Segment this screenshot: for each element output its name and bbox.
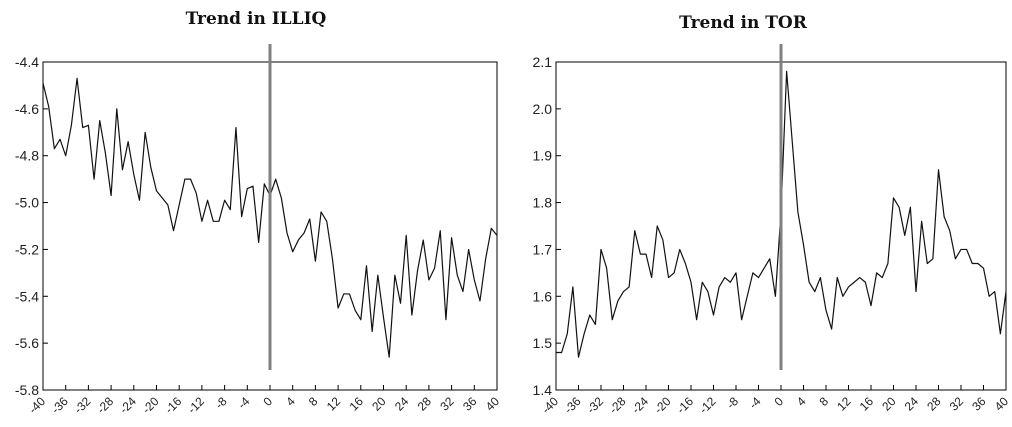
illiq-x-tick-label: -24 bbox=[117, 394, 139, 416]
illiq-y-tick-label: -5.6 bbox=[15, 335, 39, 351]
illiq-x-tick-label: -36 bbox=[49, 394, 71, 416]
tor-x-tick-label: 4 bbox=[794, 394, 809, 409]
illiq-x-tick-label: 24 bbox=[392, 394, 412, 414]
tor-x-tick-label: -4 bbox=[746, 394, 764, 412]
illiq-x-tick-label: -20 bbox=[139, 394, 161, 416]
tor-x-tick-label: -24 bbox=[629, 394, 651, 416]
tor-x-tick-label: 12 bbox=[834, 394, 854, 414]
illiq-y-tick-label: -4.8 bbox=[15, 148, 39, 164]
illiq-y-tick-label: -5.4 bbox=[15, 288, 39, 304]
illiq-chart-title: Trend in ILLIQ bbox=[186, 9, 327, 29]
illiq-x-tick-label: -28 bbox=[94, 394, 116, 416]
illiq-x-tick-label: 0 bbox=[260, 394, 275, 409]
illiq-x-tick-label: -12 bbox=[185, 394, 207, 416]
tor-x-tick-label: 32 bbox=[947, 394, 967, 414]
tor-y-tick-label: 2.0 bbox=[533, 101, 553, 117]
illiq-x-tick-label: 32 bbox=[437, 394, 457, 414]
tor-y-tick-label: 1.5 bbox=[533, 335, 553, 351]
illiq-chart-panel: Trend in ILLIQ -5.8 -5.6 -5.4 -5.2 -5.0 -4.8 -4… bbox=[15, 9, 503, 416]
illiq-x-tick-label: 36 bbox=[460, 394, 480, 414]
illiq-chart: Trend in ILLIQ -5.8 -5.6 -5.4 -5.2 -5.0 -4.8 -4… bbox=[15, 9, 503, 416]
illiq-x-tick-label: -4 bbox=[235, 394, 253, 412]
tor-x-tick-label: 24 bbox=[902, 394, 922, 414]
tor-x-tick-label: 36 bbox=[969, 394, 989, 414]
tor-x-tick-label: 0 bbox=[771, 394, 786, 409]
illiq-x-tick-label: -16 bbox=[162, 394, 184, 416]
illiq-x-tick-label: -8 bbox=[212, 394, 230, 412]
illiq-y-tick-label: -5.0 bbox=[15, 195, 39, 211]
illiq-y-tick-label: -4.6 bbox=[15, 101, 39, 117]
tor-x-tick-label: 40 bbox=[992, 394, 1012, 414]
illiq-x-tick-label: -32 bbox=[71, 394, 93, 416]
tor-chart: Trend in TOR 1.4 1.5 1.6 1.7 1.8 1.9 2.0 2.1 -4 0 -… bbox=[533, 13, 1012, 416]
illiq-y-tick-label: -5.2 bbox=[15, 241, 39, 257]
tor-x-tick-label: -32 bbox=[584, 394, 606, 416]
tor-y-tick-label: 1.9 bbox=[533, 148, 553, 164]
tor-chart-panel: Trend in TOR 1.4 1.5 1.6 1.7 1.8 1.9 2.0 2.1 -4 0 -… bbox=[506, 0, 1012, 427]
illiq-x-tick-label: 28 bbox=[415, 394, 435, 414]
tor-x-tick-label: -20 bbox=[651, 394, 673, 416]
tor-x-tick-label: 28 bbox=[924, 394, 944, 414]
tor-x-tick-label: -12 bbox=[696, 394, 718, 416]
illiq-x-tick-label: 4 bbox=[283, 394, 298, 409]
illiq-x-tick-label: 8 bbox=[306, 394, 321, 409]
illiq-y-tick-label: -5.8 bbox=[15, 382, 39, 398]
illiq-x-tick-label: 12 bbox=[324, 394, 344, 414]
tor-x-tick-label: -36 bbox=[561, 394, 583, 416]
tor-x-tick-label: 8 bbox=[816, 394, 831, 409]
tor-chart-title: Trend in TOR bbox=[679, 13, 808, 33]
tor-x-tick-label: 20 bbox=[879, 394, 899, 414]
tor-y-tick-label: 1.8 bbox=[533, 195, 553, 211]
tor-y-tick-label: 1.4 bbox=[533, 382, 553, 398]
illiq-x-tick-label: 16 bbox=[347, 394, 367, 414]
tor-y-tick-label: 1.7 bbox=[533, 241, 553, 257]
tor-x-tick-label: -16 bbox=[674, 394, 696, 416]
illiq-x-tick-label: 20 bbox=[369, 394, 389, 414]
tor-y-tick-label: 2.1 bbox=[533, 54, 553, 70]
illiq-x-tick-label: 40 bbox=[483, 394, 503, 414]
tor-y-tick-label: 1.6 bbox=[533, 288, 553, 304]
tor-x-tick-label: -28 bbox=[606, 394, 628, 416]
tor-x-tick-label: 16 bbox=[857, 394, 877, 414]
illiq-y-tick-label: -4.4 bbox=[15, 54, 39, 70]
tor-x-tick-label: -8 bbox=[724, 394, 742, 412]
